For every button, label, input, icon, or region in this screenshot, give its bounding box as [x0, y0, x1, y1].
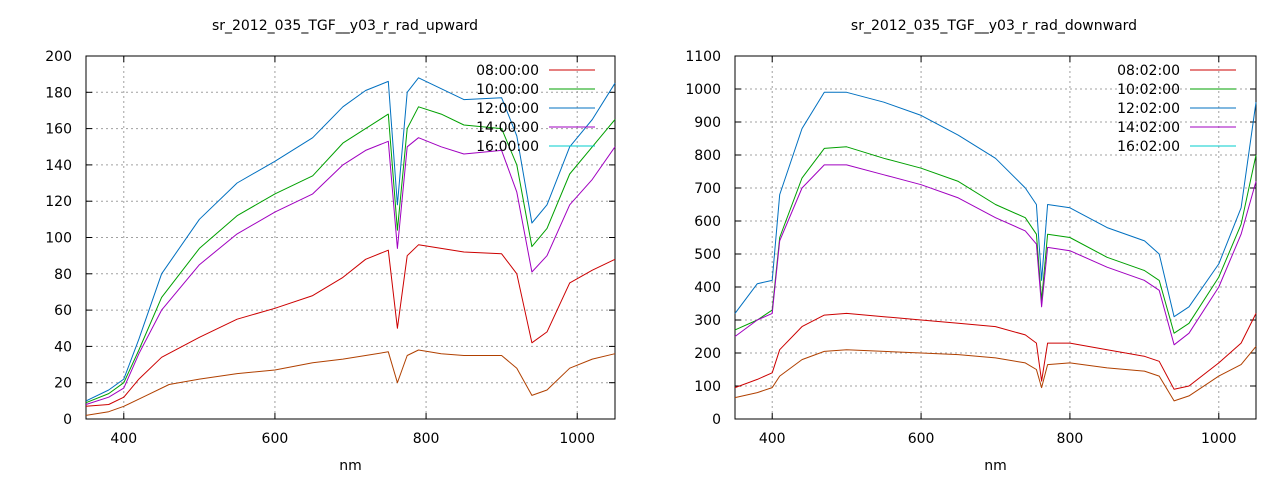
y-tick-label: 500 — [694, 247, 721, 263]
series-line-3 — [734, 91, 1257, 318]
legend-label: 10:00:00 — [476, 82, 539, 98]
chart-title: sr_2012_035_TGF__y03_r_rad_downward — [851, 18, 1137, 34]
x-tick-label: 1000 — [559, 431, 595, 447]
y-tick-label: 0 — [63, 412, 72, 428]
y-tick-label: 120 — [45, 194, 72, 210]
y-tick-label: 40 — [54, 339, 72, 355]
series-line-3 — [85, 77, 616, 402]
series-line-2 — [734, 146, 1257, 334]
y-tick-label: 100 — [45, 231, 72, 247]
legend-label: 14:00:00 — [476, 120, 539, 136]
legend-label: 14:02:00 — [1117, 120, 1180, 136]
series-line-2 — [85, 106, 616, 404]
y-tick-label: 1100 — [685, 49, 721, 65]
y-tick-label: 200 — [694, 346, 721, 362]
series-line-0 — [85, 244, 616, 407]
y-tick-label: 700 — [694, 181, 721, 197]
y-tick-label: 200 — [45, 49, 72, 65]
y-tick-label: 160 — [45, 122, 72, 138]
x-axis-label: nm — [984, 458, 1007, 474]
series-line-0 — [734, 312, 1257, 390]
plot-frame — [734, 55, 1257, 420]
legend-label: 12:00:00 — [476, 101, 539, 117]
y-tick-label: 180 — [45, 85, 72, 101]
legend-label: 08:02:00 — [1117, 63, 1180, 79]
y-tick-label: 400 — [694, 280, 721, 296]
x-tick-label: 600 — [262, 431, 289, 447]
x-tick-label: 400 — [759, 431, 786, 447]
series-line-4 — [734, 164, 1257, 346]
x-axis-label: nm — [339, 458, 362, 474]
legend-label: 12:02:00 — [1117, 101, 1180, 117]
y-tick-label: 140 — [45, 158, 72, 174]
y-tick-label: 300 — [694, 313, 721, 329]
y-tick-label: 80 — [54, 267, 72, 283]
series-line-4 — [85, 137, 616, 405]
y-tick-label: 600 — [694, 214, 721, 230]
x-tick-label: 800 — [1057, 431, 1084, 447]
y-tick-label: 20 — [54, 376, 72, 392]
x-tick-label: 800 — [413, 431, 440, 447]
y-tick-label: 60 — [54, 303, 72, 319]
y-tick-label: 100 — [694, 379, 721, 395]
x-tick-label: 400 — [110, 431, 137, 447]
series-line-1 — [85, 349, 616, 416]
legend-label: 16:00:00 — [476, 139, 539, 155]
y-tick-label: 800 — [694, 148, 721, 164]
x-tick-label: 600 — [908, 431, 935, 447]
legend-label: 08:00:00 — [476, 63, 539, 79]
y-tick-label: 1000 — [685, 82, 721, 98]
x-tick-label: 1000 — [1201, 431, 1237, 447]
chart-title: sr_2012_035_TGF__y03_r_rad_upward — [212, 18, 478, 34]
legend-label: 10:02:00 — [1117, 82, 1180, 98]
y-tick-label: 900 — [694, 115, 721, 131]
legend-label: 16:02:00 — [1117, 139, 1180, 155]
series-line-1 — [734, 346, 1257, 402]
chart-1: sr_2012_035_TGF__y03_r_rad_downward 400 60… — [685, 18, 1257, 474]
y-tick-label: 0 — [712, 412, 721, 428]
